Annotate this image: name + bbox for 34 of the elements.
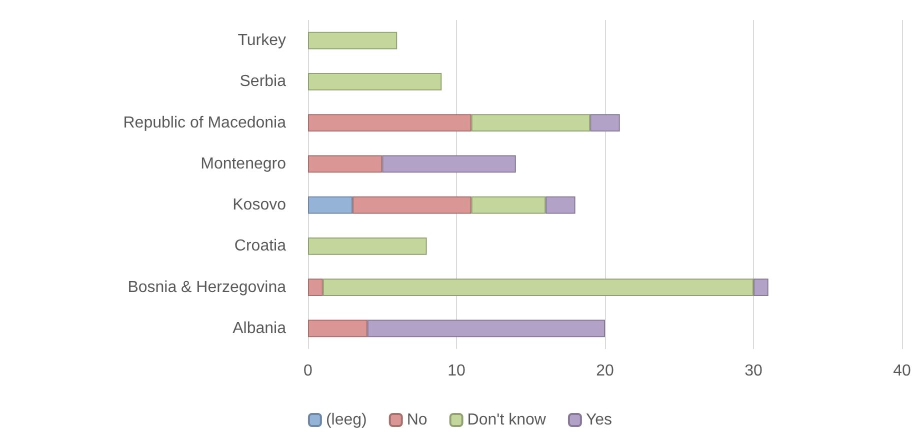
y-tick-label: Turkey [238,32,286,50]
bar [546,196,576,214]
y-tick-label: Montenegro [200,155,286,172]
bar [352,196,472,214]
legend-label: No [406,412,428,428]
y-tick-label: Bosnia & Herzegovina [128,278,286,296]
bar [308,320,368,338]
legend-label: Yes [586,412,612,428]
bar [308,73,442,90]
bar [308,196,353,214]
bar [308,32,398,50]
x-tick-label: 20 [596,362,614,380]
bar [308,278,323,296]
bar [308,114,472,132]
bar [471,114,590,132]
y-tick-label: Republic of Macedonia [123,114,286,132]
y-tick-label: Croatia [234,238,286,255]
y-tick-label: Albania [232,320,286,337]
bar [308,155,382,173]
bar [367,320,605,338]
legend-label: (leeg) [326,412,367,428]
y-tick-label: Kosovo [232,196,286,214]
bar [308,238,427,255]
bar [590,114,620,132]
y-tick-label: Serbia [240,73,286,90]
x-tick-label: 10 [448,362,466,380]
x-tick-label: 0 [304,362,313,380]
bar [754,278,768,296]
bar [322,278,754,296]
x-tick-label: 30 [744,362,762,380]
x-tick-label: 40 [893,362,911,380]
bar [382,155,516,173]
bar [471,196,546,214]
legend-label: Don't know [467,412,546,428]
